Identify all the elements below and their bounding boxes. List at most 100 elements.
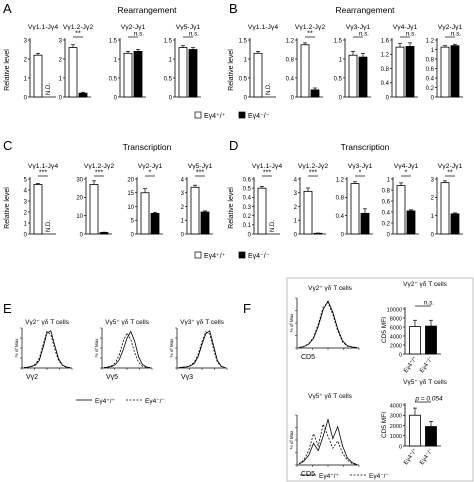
- hist-ylabel: % of Max: [14, 338, 19, 358]
- plot-title: Vγ5-Jγ1: [176, 24, 201, 31]
- y-tick-label: 1.2: [286, 38, 295, 44]
- plot-title: Vγ4-Jγ1: [393, 24, 418, 31]
- bar-wt: [33, 184, 43, 235]
- header-a: Rearrangement: [117, 5, 177, 15]
- y-tick-label: 0.2: [243, 214, 252, 220]
- nd-label: N.D.: [46, 220, 52, 232]
- bar-ko: [425, 426, 437, 447]
- hist-xlabel: Vγ2: [26, 374, 38, 381]
- hist-line-ko: [298, 301, 358, 348]
- y-tick-label: 0.8: [426, 57, 435, 63]
- y-tick-label: 0.5: [239, 76, 248, 82]
- y-tick-label: 0: [294, 232, 298, 238]
- x-category-label: Eγ4⁺/⁺: [402, 355, 418, 374]
- hist-ylabel: % of Max: [94, 338, 99, 358]
- legend-swatch-wt: [194, 111, 202, 119]
- y-tick-label: 1: [114, 57, 118, 63]
- bar-wt: [409, 326, 421, 355]
- y-tick-label: 0: [431, 95, 435, 101]
- y-tick-label: 0.8: [336, 196, 345, 202]
- y-tick-label: 0: [24, 95, 28, 101]
- sig-label: ***: [309, 170, 317, 177]
- x-category-label: Eγ4⁻/⁻: [419, 356, 434, 374]
- plot-title: Vγ2-Jγ1: [138, 163, 163, 170]
- plot-title: Vγ1.1-Jγ4: [28, 163, 58, 170]
- y-tick-label: 0: [399, 352, 402, 358]
- panel-label-c: C: [3, 138, 12, 153]
- y-tick-label: 4: [181, 177, 185, 183]
- legend-swatch-ko: [238, 111, 246, 119]
- header-c: Transcription: [123, 142, 172, 152]
- sig-label: ***: [95, 170, 103, 177]
- hist-xlabel: Vγ5: [106, 374, 118, 381]
- y-tick-label: 0.6: [426, 67, 435, 73]
- hist-title: Vγ5⁺ γδ T cells: [308, 393, 353, 400]
- y-tick-label: 1: [244, 57, 248, 63]
- hist-xlabel: CD5: [301, 354, 315, 361]
- y-tick-label: 1: [24, 76, 28, 82]
- sig-label: **: [75, 31, 81, 38]
- y-tick-label: 1.5: [164, 38, 173, 44]
- sig-label: *: [359, 170, 362, 177]
- plot-title: Vγ2-Jγ1: [438, 24, 463, 31]
- hist-ylabel: % of Max: [169, 338, 174, 358]
- y-tick-label: 2000: [390, 343, 402, 349]
- y-tick-label: 1: [294, 219, 298, 225]
- panel-label-b: B: [229, 1, 238, 16]
- y-tick-label: 8000: [390, 316, 402, 322]
- bar-ko: [450, 45, 460, 98]
- sig-label: *: [149, 170, 152, 177]
- y-tick-label: 0: [399, 444, 402, 450]
- y-tick-label: 0: [24, 232, 28, 238]
- y-tick-label: 0: [291, 95, 295, 101]
- panel-label-e: E: [3, 301, 12, 316]
- y-tick-label: 4000: [390, 403, 402, 409]
- y-tick-label: 0.4: [243, 196, 252, 202]
- y-tick-label: 4: [24, 188, 28, 194]
- bar-wt: [68, 47, 78, 98]
- y-tick-label: 1: [181, 219, 185, 225]
- hist-ylabel: % of Max: [289, 313, 294, 333]
- sig-label: n.s.: [134, 31, 145, 38]
- hist-line-wt: [103, 330, 151, 368]
- bar-wt: [395, 46, 405, 98]
- ylabel-a: Relative level: [4, 49, 11, 91]
- bar-wt: [350, 183, 360, 235]
- y-tick-label: 0.6: [243, 177, 252, 183]
- legend-label-ko: Eγ4⁻/⁻: [248, 113, 270, 120]
- y-tick-label: 3000: [390, 414, 402, 420]
- y-tick-label: 1.5: [109, 38, 118, 44]
- y-tick-label: 0.3: [243, 205, 252, 211]
- bar-wt: [178, 47, 188, 98]
- hist-title: Vγ5⁺ γδ T cells: [105, 319, 150, 326]
- sig-label: n.s.: [359, 31, 370, 38]
- bar-ko: [406, 210, 416, 235]
- y-tick-label: 2: [24, 57, 28, 63]
- y-tick-label: 15: [127, 191, 134, 197]
- bar-ko: [313, 232, 323, 235]
- legend-label-ko: Eγ4⁻/⁻: [248, 253, 270, 260]
- y-tick-label: 2000: [390, 424, 402, 430]
- y-tick-label: 1: [431, 48, 435, 54]
- y-tick-label: 0.8: [286, 57, 295, 63]
- y-tick-label: 1: [59, 76, 63, 82]
- sig-label: **: [447, 170, 453, 177]
- bar-wt: [89, 184, 99, 235]
- f-ylabel: CD5 MFI: [381, 412, 388, 438]
- y-tick-label: 20: [127, 177, 134, 183]
- f-bar-title: Vγ5⁺ γδ T cells: [403, 379, 448, 386]
- y-tick-label: 0.6: [382, 199, 391, 205]
- hist-line-ko: [298, 422, 358, 465]
- sig-label: n.s.: [189, 31, 200, 38]
- bar-wt: [33, 54, 43, 98]
- y-tick-label: 3: [24, 38, 28, 44]
- legend-label-ko: Eγ4⁻/⁻: [145, 398, 165, 405]
- hist-line-wt: [298, 417, 358, 465]
- ylabel-d: Relative level: [228, 187, 235, 229]
- plot-title: Vγ1.2-Jγ2: [298, 163, 328, 170]
- plot-title: Vγ1.2-Jγ2: [63, 24, 93, 31]
- sig-label: p = 0.054: [414, 396, 443, 403]
- sig-label: ***: [263, 170, 271, 177]
- y-tick-label: 0.8: [381, 67, 390, 73]
